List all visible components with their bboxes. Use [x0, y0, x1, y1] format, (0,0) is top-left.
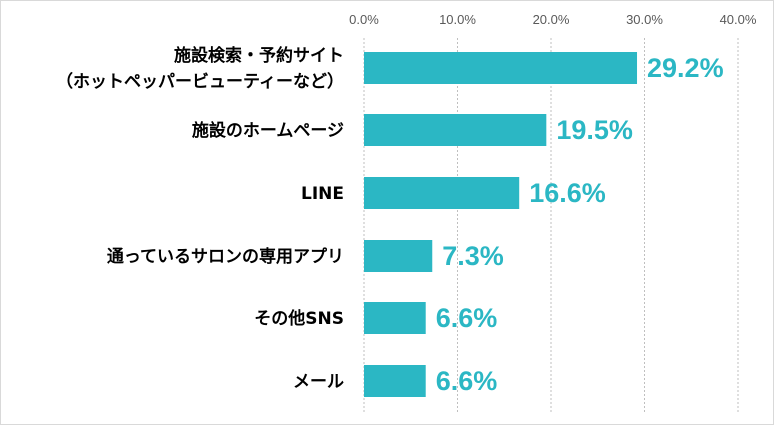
category-label: その他SNS	[254, 308, 344, 329]
category-label: 施設検索・予約サイト	[174, 45, 344, 66]
category-label: （ホットペッパービューティーなど）	[56, 71, 344, 92]
bar	[364, 365, 426, 397]
data-label: 6.6%	[436, 366, 498, 396]
x-tick-label: 30.0%	[626, 12, 663, 27]
bar	[364, 240, 433, 272]
bar	[364, 177, 520, 209]
bar	[364, 302, 426, 334]
x-axis-tick-labels: 0.0% 10.0% 20.0% 30.0% 40.0%	[349, 12, 757, 27]
category-labels: 施設検索・予約サイト （ホットペッパービューティーなど） 施設のホームページ LINE…	[56, 45, 344, 392]
gridlines	[363, 38, 739, 412]
category-label: メール	[293, 372, 344, 392]
x-tick-label: 20.0%	[533, 12, 570, 27]
category-label: 通っているサロンの専用アプリ	[107, 246, 344, 267]
x-tick-label: 10.0%	[439, 12, 476, 27]
data-label: 29.2%	[647, 53, 724, 83]
bars	[364, 52, 638, 397]
data-label: 16.6%	[529, 178, 606, 208]
bar	[364, 114, 547, 146]
data-label: 7.3%	[442, 241, 504, 271]
x-tick-label: 40.0%	[720, 12, 757, 27]
data-label: 6.6%	[436, 303, 498, 333]
category-label: LINE	[301, 184, 344, 204]
category-label: 施設のホームページ	[192, 120, 344, 141]
x-tick-label: 0.0%	[349, 12, 379, 27]
bar	[364, 52, 638, 84]
data-labels: 29.2% 19.5% 16.6% 7.3% 6.6% 6.6%	[436, 53, 724, 396]
data-label: 19.5%	[556, 115, 633, 145]
